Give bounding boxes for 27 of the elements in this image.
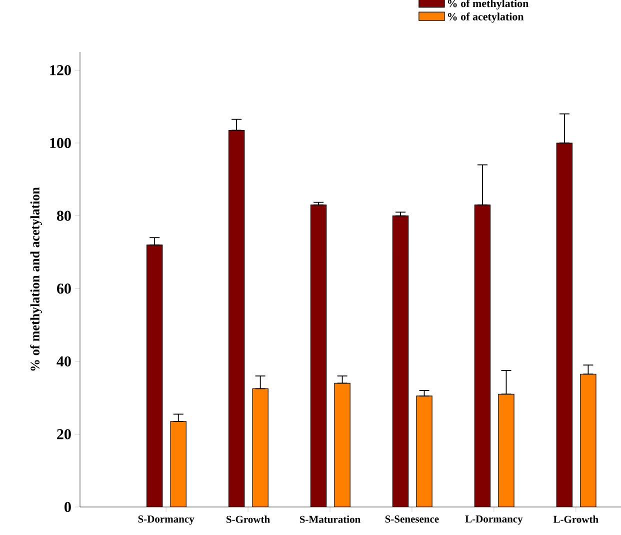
bar bbox=[580, 374, 596, 507]
y-axis-title: % of methylation and acetylation bbox=[30, 187, 42, 371]
y-tick-label: 60 bbox=[56, 284, 71, 294]
x-tick-label: L-Dormancy bbox=[465, 516, 523, 525]
bar bbox=[416, 396, 432, 507]
x-tick-label: S-Growth bbox=[226, 516, 270, 523]
bar bbox=[228, 130, 244, 507]
bar bbox=[556, 142, 573, 507]
x-tick-label: L-Growth bbox=[553, 516, 598, 523]
x-tick-label: S-Senesence bbox=[385, 516, 439, 523]
y-tick-label: 40 bbox=[56, 356, 71, 366]
bar bbox=[170, 421, 186, 507]
bar bbox=[392, 216, 408, 507]
bar bbox=[310, 204, 326, 507]
bar bbox=[474, 204, 490, 507]
y-tick-label: 20 bbox=[57, 429, 71, 440]
legend-label: % of acetylation bbox=[448, 12, 524, 23]
bar bbox=[334, 383, 350, 507]
y-tick-label: 100 bbox=[50, 138, 71, 148]
bar bbox=[498, 394, 514, 507]
x-tick-label: S-Dormancy bbox=[138, 516, 194, 525]
bar bbox=[252, 388, 268, 507]
y-tick-label: 80 bbox=[56, 210, 71, 221]
bar bbox=[146, 244, 162, 507]
y-tick-label: 120 bbox=[50, 65, 71, 76]
y-tick-label: 0 bbox=[64, 502, 71, 512]
x-tick-label: S-Maturation bbox=[300, 516, 360, 523]
